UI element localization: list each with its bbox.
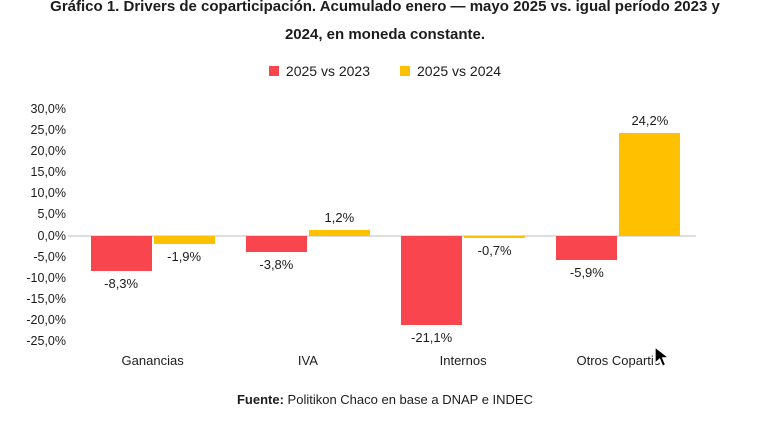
legend-label: 2025 vs 2024 [417, 63, 502, 79]
y-axis-tick-label: -15,0% [26, 291, 66, 306]
x-axis-category-label: Ganancias [121, 353, 184, 368]
bar-red [245, 235, 307, 252]
y-axis-tick-label: 20,0% [30, 144, 66, 159]
source-prefix: Fuente: [236, 392, 284, 407]
chart-title: Gráfico 1. Drivers de coparticipación. A… [0, 0, 770, 49]
bar-value-label: 24,2% [631, 113, 669, 129]
legend-label: 2025 vs 2023 [285, 63, 370, 79]
bar-red [90, 235, 152, 271]
bar-yellow [308, 230, 370, 236]
y-axis-tick-label: 25,0% [30, 123, 66, 138]
bar-value-label: -8,3% [104, 275, 139, 291]
x-axis-zero-line [68, 234, 696, 237]
y-axis-tick-label: 10,0% [30, 186, 66, 201]
source-text: Politikon Chaco en base a DNAP e INDEC [283, 392, 533, 407]
mouse-cursor-icon [654, 346, 671, 368]
bar-value-label: -0,7% [477, 243, 512, 259]
chart-title-line2: 2024, en moneda constante. [284, 26, 486, 43]
legend-item: 2025 vs 2023 [268, 63, 370, 79]
y-axis-tick-label: 30,0% [30, 102, 66, 116]
bar-yellow [464, 235, 526, 239]
bar-yellow [153, 235, 215, 244]
bar-value-label: 1,2% [324, 210, 355, 226]
source-note: Fuente: Politikon Chaco en base a DNAP e… [0, 392, 770, 407]
legend-swatch-icon [400, 66, 410, 76]
y-axis-tick-label: -25,0% [26, 334, 66, 348]
y-axis-tick-label: 5,0% [37, 207, 67, 222]
x-axis-category-label: Internos [439, 353, 487, 368]
bar-value-label: -1,9% [167, 248, 202, 264]
y-axis-tick-label: -10,0% [26, 270, 66, 285]
bar-value-label: -21,1% [411, 329, 453, 345]
legend-swatch-icon [268, 66, 279, 76]
y-axis-tick-label: -20,0% [26, 312, 66, 327]
bar-red [401, 235, 463, 325]
bar-value-label: -3,8% [259, 256, 294, 272]
bar-yellow [619, 133, 681, 236]
y-axis-tick-label: -5,0% [33, 249, 66, 264]
bar-red [556, 235, 618, 261]
legend: 2025 vs 2023 2025 vs 2024 [0, 63, 770, 79]
chart-title-line1: Gráfico 1. Drivers de coparticipación. A… [50, 0, 720, 15]
legend-item: 2025 vs 2024 [400, 63, 501, 79]
x-axis-category-label: Otros Copartic [576, 353, 661, 368]
bar-value-label: -5,9% [569, 265, 604, 281]
y-axis-tick-label: 15,0% [30, 165, 66, 180]
x-axis-category-label: IVA [297, 353, 318, 368]
y-axis-tick-label: 0,0% [37, 228, 67, 243]
